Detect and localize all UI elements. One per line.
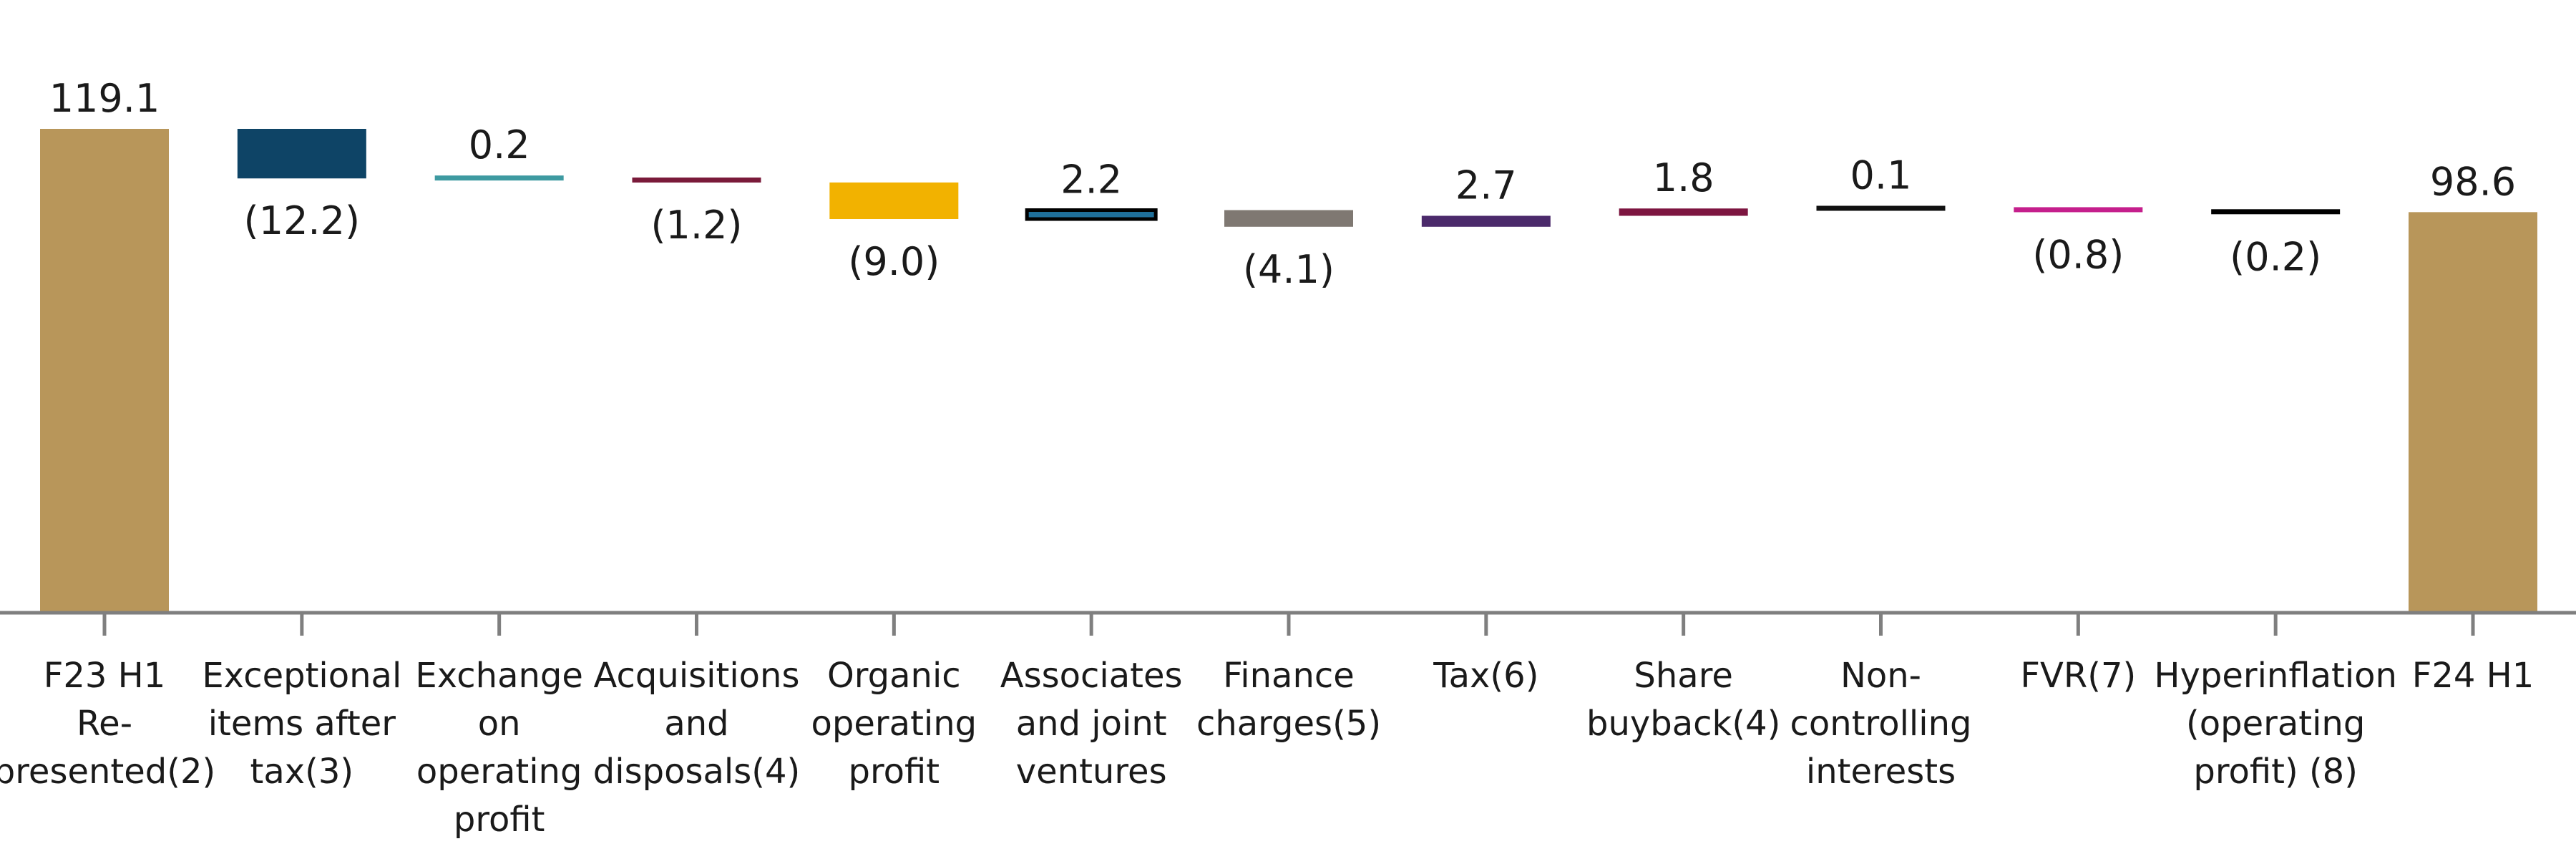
category-label-line: Finance (1223, 656, 1355, 696)
category-label-line: Tax(6) (1433, 656, 1538, 696)
bar-9 (1816, 205, 1946, 211)
category-label-line: controlling (1790, 704, 1972, 744)
value-label-5: 2.2 (1060, 157, 1122, 203)
category-label-line: on (478, 704, 521, 744)
category-label-1: Exceptional items after tax(3) (202, 656, 401, 792)
category-label-11: Hyperinflation (operating profit) (8) (2154, 656, 2397, 792)
bar-11 (2211, 209, 2341, 215)
bar-12 (2409, 212, 2537, 613)
value-label-12: 98.6 (2430, 159, 2516, 204)
category-label-8: Share buyback(4) (1586, 656, 1780, 744)
category-label-2: Exchange on operating profit (415, 656, 583, 840)
value-label-1: (12.2) (244, 198, 360, 243)
category-label-line: Exceptional (202, 656, 401, 696)
bar-4 (829, 182, 959, 220)
category-label-line: buyback(4) (1586, 704, 1780, 744)
category-label-line: profit) (8) (2193, 752, 2358, 792)
category-label-7: Tax(6) (1433, 656, 1538, 696)
category-label-5: Associates and joint ventures (1000, 656, 1183, 792)
category-label-10: FVR(7) (2020, 656, 2136, 696)
category-label-line: F24 H1 (2412, 656, 2534, 696)
value-label-6: (4.1) (1243, 247, 1335, 292)
value-label-11: (0.2) (2230, 234, 2321, 279)
value-label-8: 1.8 (1653, 155, 1714, 200)
bars-group (40, 129, 2537, 613)
category-label-line: ventures (1016, 752, 1167, 792)
category-label-line: Acquisitions (594, 656, 800, 696)
category-label-line: charges(5) (1196, 704, 1381, 744)
category-label-12: F24 H1 (2412, 656, 2534, 696)
category-label-line: Associates (1000, 656, 1183, 696)
category-label-line: Share (1634, 656, 1733, 696)
bar-6 (1224, 210, 1353, 227)
category-label-line: Non- (1840, 656, 1921, 696)
category-label-line: and (664, 704, 728, 744)
category-label-line: FVR(7) (2020, 656, 2136, 696)
bar-5 (1025, 208, 1158, 221)
category-label-line: operating (811, 704, 977, 744)
category-label-line: profit (454, 800, 545, 840)
bar-2 (434, 175, 564, 181)
bar-3 (632, 178, 761, 183)
bar-7 (1421, 215, 1551, 227)
category-label-line: operating (416, 752, 582, 792)
category-labels-group: F23 H1 Re-presented(2) Exceptional items af… (0, 656, 2534, 840)
category-label-line: Exchange (415, 656, 583, 696)
category-label-line: Hyperinflation (2154, 656, 2397, 696)
bar-0 (40, 129, 169, 613)
value-label-4: (9.0) (848, 239, 940, 284)
category-label-line: (operating (2186, 704, 2365, 744)
category-label-line: Re- (77, 704, 132, 744)
value-label-2: 0.2 (469, 122, 530, 168)
category-label-line: Organic (827, 656, 961, 696)
category-label-line: tax(3) (250, 752, 354, 792)
bar-1 (237, 129, 366, 179)
category-label-line: interests (1806, 752, 1956, 792)
value-label-10: (0.8) (2032, 232, 2124, 277)
category-label-0: F23 H1 Re-presented(2) (0, 656, 215, 792)
category-label-9: Non-controlling interests (1790, 656, 1972, 792)
value-label-3: (1.2) (650, 203, 742, 248)
category-label-line: items after (208, 704, 396, 744)
category-label-6: Finance charges(5) (1196, 656, 1381, 744)
category-label-line: F23 H1 (44, 656, 166, 696)
x-axis (0, 611, 2576, 636)
category-label-4: Organic operating profit (811, 656, 977, 792)
bar-10 (2014, 207, 2143, 213)
category-label-line: and joint (1016, 704, 1167, 744)
category-label-line: profit (849, 752, 940, 792)
bar-8 (1619, 208, 1748, 216)
category-label-line: presented(2) (0, 752, 215, 792)
category-label-3: Acquisitions and disposals(4) (593, 656, 800, 792)
value-label-0: 119.1 (49, 76, 160, 121)
category-label-line: disposals(4) (593, 752, 800, 792)
value-label-7: 2.7 (1455, 162, 1517, 208)
value-label-9: 0.1 (1850, 152, 1912, 198)
value-labels-group: 119.1 (12.2) 0.2 (1.2) (9.0) 2.2 (4.1) 2.7 1.8 0.… (49, 76, 2516, 292)
